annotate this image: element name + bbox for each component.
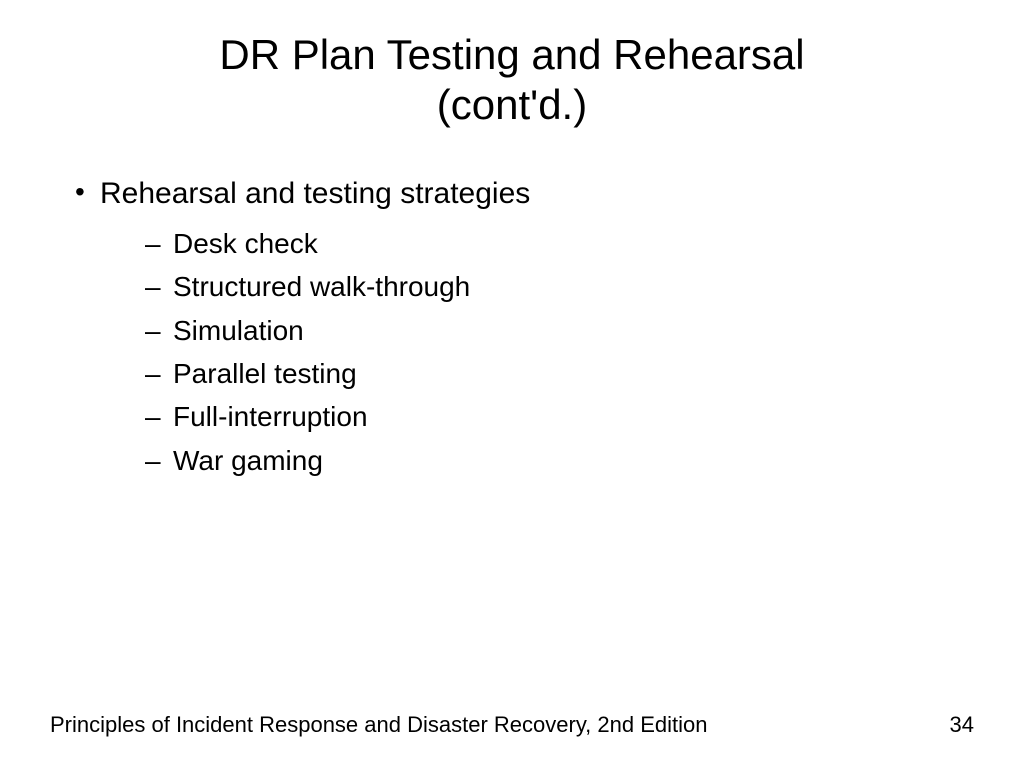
slide-container: DR Plan Testing and Rehearsal (cont'd.) … [0, 0, 1024, 768]
list-item: Structured walk-through [145, 265, 974, 308]
bullet-main-text: Rehearsal and testing strategies [100, 177, 530, 210]
sub-bullet-text: War gaming [173, 445, 323, 476]
sub-bullet-text: Desk check [173, 228, 318, 259]
slide-footer: Principles of Incident Response and Disa… [50, 712, 974, 738]
title-line-1: DR Plan Testing and Rehearsal [219, 31, 804, 78]
bullet-list-level2: Desk check Structured walk-through Simul… [100, 222, 974, 482]
sub-bullet-text: Structured walk-through [173, 271, 470, 302]
sub-bullet-text: Full-interruption [173, 401, 368, 432]
list-item: Simulation [145, 309, 974, 352]
list-item: Parallel testing [145, 352, 974, 395]
list-item: Rehearsal and testing strategies Desk ch… [70, 171, 974, 482]
sub-bullet-text: Parallel testing [173, 358, 357, 389]
title-line-2: (cont'd.) [437, 81, 587, 128]
list-item: War gaming [145, 439, 974, 482]
list-item: Desk check [145, 222, 974, 265]
list-item: Full-interruption [145, 395, 974, 438]
slide-content: Rehearsal and testing strategies Desk ch… [50, 171, 974, 482]
sub-bullet-text: Simulation [173, 315, 304, 346]
footer-page-number: 34 [950, 712, 974, 738]
bullet-list-level1: Rehearsal and testing strategies Desk ch… [70, 171, 974, 482]
footer-source-text: Principles of Incident Response and Disa… [50, 712, 708, 738]
slide-title: DR Plan Testing and Rehearsal (cont'd.) [50, 30, 974, 131]
